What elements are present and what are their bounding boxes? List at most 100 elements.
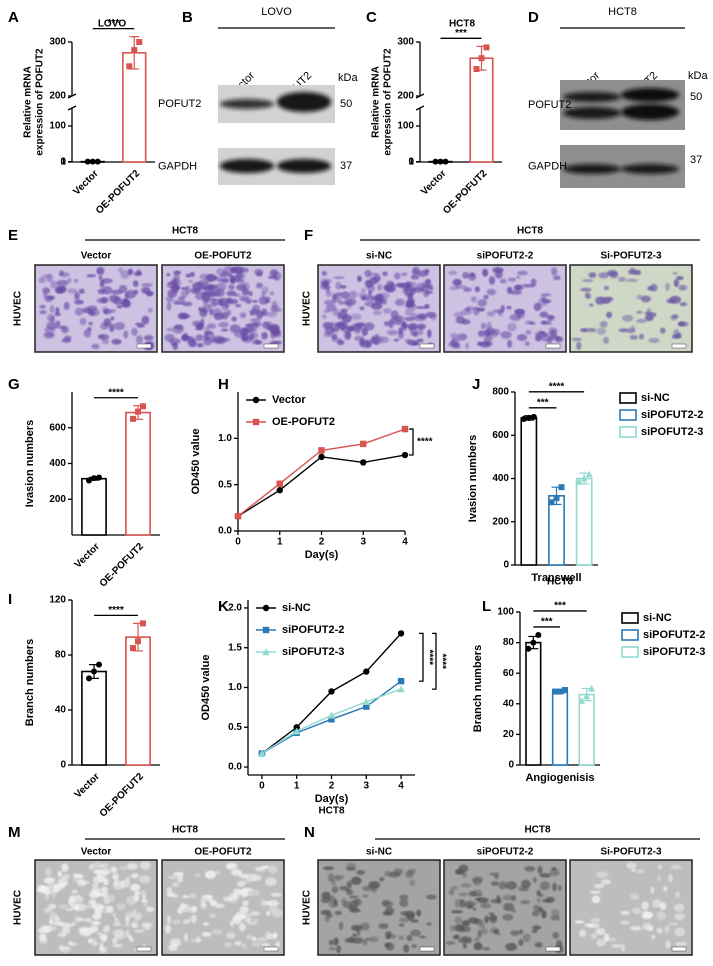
cell <box>116 903 127 911</box>
y-tick-label: 200 <box>492 516 509 527</box>
bar <box>469 57 494 163</box>
cell <box>636 310 643 314</box>
y-tick-label: 100 <box>397 121 414 132</box>
cell <box>322 321 334 329</box>
cell <box>87 938 94 944</box>
cell <box>410 929 422 937</box>
data-point <box>585 470 593 478</box>
cell <box>58 944 65 951</box>
cell <box>112 929 125 937</box>
cell <box>164 924 172 934</box>
cell <box>181 334 188 341</box>
cell <box>234 273 246 279</box>
cell <box>261 331 268 340</box>
x-tick-label: Vector <box>73 771 102 800</box>
cell <box>540 320 549 325</box>
cell <box>511 909 517 913</box>
cell <box>58 270 65 276</box>
cell <box>629 925 642 931</box>
cell <box>476 897 489 904</box>
cell <box>65 908 73 912</box>
data-point <box>258 749 266 757</box>
y-tick-label: 800 <box>492 387 509 398</box>
cell <box>134 929 145 933</box>
cell <box>483 329 492 337</box>
cell <box>462 271 470 279</box>
cell <box>78 929 86 936</box>
cell <box>59 882 69 887</box>
cell <box>382 271 388 277</box>
axis-break <box>415 105 425 111</box>
cell <box>657 876 662 881</box>
legend-marker <box>262 604 270 612</box>
cell <box>382 910 393 916</box>
cell <box>55 320 61 326</box>
cell <box>88 925 99 933</box>
x-tick-label: OE-POFUT2 <box>98 541 147 590</box>
cell <box>125 896 137 905</box>
cell <box>425 311 437 318</box>
cell <box>466 900 475 908</box>
cell <box>470 296 477 303</box>
cell <box>452 343 461 349</box>
cell <box>335 281 342 290</box>
cell <box>579 929 587 937</box>
blot-band <box>219 159 275 173</box>
cell <box>473 893 484 897</box>
y-tick-label: 20 <box>503 729 515 740</box>
cell <box>491 881 500 886</box>
cell <box>320 281 329 287</box>
cell <box>265 877 277 886</box>
cell <box>44 867 52 877</box>
cell <box>102 926 111 933</box>
cell <box>69 942 78 947</box>
data-point <box>525 414 532 421</box>
cell <box>261 942 270 947</box>
cell <box>182 301 193 307</box>
cell <box>472 907 477 912</box>
cell <box>328 946 336 951</box>
panel-letter: B <box>182 9 193 26</box>
cell <box>538 329 543 336</box>
cell <box>145 906 155 913</box>
cell <box>241 943 247 948</box>
cell <box>611 943 622 949</box>
cell <box>112 937 118 945</box>
blot-band <box>620 88 680 102</box>
cell <box>385 285 393 293</box>
size-label: 37 <box>340 160 352 172</box>
cell <box>496 897 503 905</box>
x-tick-label: 2 <box>329 781 335 792</box>
y-tick-label: 80 <box>55 650 67 661</box>
cell <box>546 314 554 321</box>
cell <box>261 321 270 329</box>
cell <box>77 874 84 879</box>
cell <box>602 336 610 345</box>
y-tick-label: 400 <box>492 473 509 484</box>
cell <box>325 290 332 297</box>
cell <box>478 923 486 929</box>
cell <box>399 898 409 908</box>
data-point <box>84 158 91 165</box>
cell <box>668 922 679 926</box>
cell <box>354 335 365 342</box>
cell <box>110 316 115 321</box>
cell <box>345 330 352 340</box>
significance-label: *** <box>541 617 553 628</box>
cell <box>111 338 122 345</box>
data-point <box>553 494 560 501</box>
data-point <box>234 512 242 520</box>
blot-band <box>620 164 680 174</box>
cell <box>196 343 204 348</box>
cell <box>332 293 338 301</box>
cell <box>261 291 266 298</box>
cell <box>272 908 284 918</box>
bar <box>525 641 542 766</box>
cell <box>135 335 143 344</box>
cell <box>665 940 671 949</box>
cell <box>646 307 652 317</box>
cell <box>587 327 597 333</box>
cell <box>49 918 54 925</box>
column-label: OE-POFUT2 <box>194 251 252 262</box>
cell <box>603 285 610 291</box>
